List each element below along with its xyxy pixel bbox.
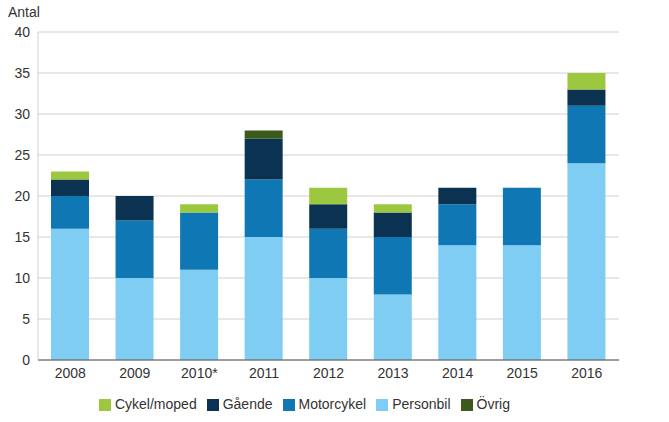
- svg-text:2009: 2009: [119, 365, 150, 381]
- svg-text:15: 15: [14, 229, 30, 245]
- html-text:Gående: Gående: [222, 396, 273, 412]
- svg-text:2008: 2008: [55, 365, 86, 381]
- html-text:Cykel/moped: Cykel/moped: [115, 396, 197, 412]
- svg-text:10: 10: [14, 270, 30, 286]
- html-text:Personbil: Personbil: [392, 396, 451, 412]
- svg-text:2011: 2011: [249, 365, 279, 381]
- html-text:Övrig: Övrig: [476, 396, 510, 412]
- svg-text:2016: 2016: [571, 365, 602, 381]
- svg-text:2013: 2013: [377, 365, 408, 381]
- svg-text:5: 5: [22, 311, 30, 327]
- svg-text:35: 35: [14, 65, 30, 81]
- svg-text:2015: 2015: [507, 365, 538, 381]
- svg-text:30: 30: [14, 106, 30, 122]
- html-text:Motorcykel: Motorcykel: [298, 396, 367, 412]
- svg-text:25: 25: [14, 147, 30, 163]
- svg-text:20: 20: [14, 188, 30, 204]
- svg-text:2014: 2014: [442, 365, 473, 381]
- svg-text:2010*: 2010*: [181, 365, 218, 381]
- svg-text:0: 0: [22, 352, 30, 368]
- svg-text:40: 40: [14, 24, 30, 40]
- html-text:Antal: Antal: [8, 4, 40, 20]
- svg-text:2012: 2012: [313, 365, 344, 381]
